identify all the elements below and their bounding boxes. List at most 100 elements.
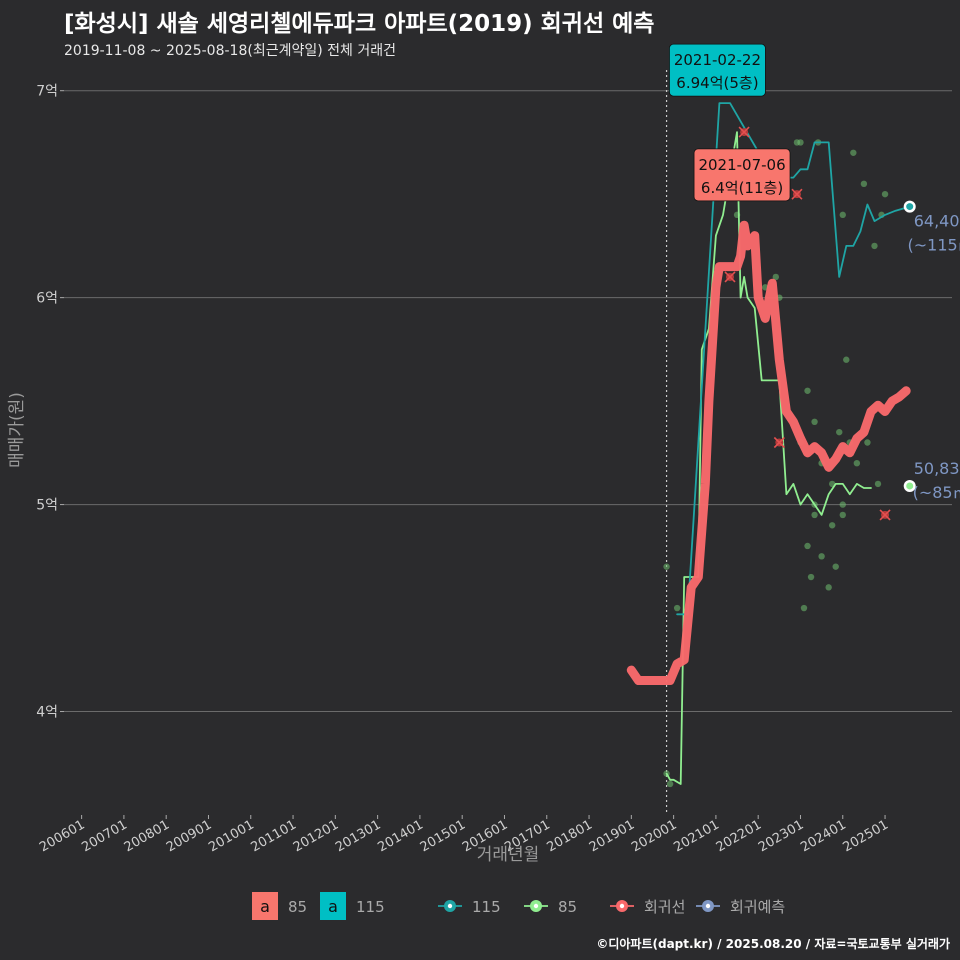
legend-label: 115: [472, 898, 501, 916]
scatter-point: [850, 149, 857, 156]
callout-115: 2021-02-22 6.94억(5층): [669, 43, 766, 97]
y-tick-label: 5억: [36, 498, 58, 514]
x-axis: 2006012007012008012009012010012011012012…: [37, 815, 891, 855]
cross-mark-x: [791, 188, 803, 200]
chart-subtitle: 2019-11-08 ~ 2025-08-18(최근계약일) 전체 거래건: [64, 43, 396, 59]
scatter-point: [836, 428, 843, 436]
x-tick-label: 201401: [375, 817, 425, 855]
x-tick-label: 201101: [249, 817, 299, 855]
y-tick-label: 4억: [36, 705, 58, 721]
forecast-point-core: [906, 203, 914, 211]
x-tick-label: 202301: [756, 817, 806, 855]
scatter-point: [811, 418, 818, 426]
scatter-point: [818, 553, 825, 560]
callout-date: 2021-02-22: [674, 51, 761, 69]
regression-line: [626, 220, 911, 685]
scatter-point: [832, 563, 839, 570]
y-tick-label: 6억: [36, 291, 58, 307]
x-tick-label: 202401: [798, 817, 848, 855]
y-axis: 4억 5억 6억 7억: [36, 84, 64, 721]
callout-date: 2021-07-06: [698, 156, 785, 174]
x-tick-label: 201001: [206, 817, 256, 855]
scatter-point: [839, 511, 846, 519]
legend-key-letter: a: [260, 897, 270, 916]
cross-marks: [724, 126, 891, 521]
legend: a 85 a 115 115 85 회귀선 회귀예측: [252, 892, 785, 920]
scatter-point: [663, 563, 670, 570]
scatter-point: [804, 387, 811, 394]
cross-mark: [724, 271, 736, 283]
callout-box: [693, 148, 791, 202]
legend-label: 115: [356, 898, 385, 916]
forecast-labels: 64,400 (~115㎡) 50,833 (~85㎡): [903, 200, 960, 502]
x-tick-label: 200801: [122, 817, 172, 855]
callout-price: 6.94억(5층): [676, 74, 758, 92]
legend-key-letter: a: [328, 897, 338, 916]
y-axis-label: 매매가(원): [7, 392, 27, 468]
forecast-value: 50,833: [914, 459, 960, 478]
cross-mark-x: [773, 436, 785, 449]
x-tick-label: 201901: [587, 817, 637, 855]
cross-mark: [773, 436, 785, 449]
chart-title: [화성시] 새솔 세영리첼에듀파크 아파트(2019) 회귀선 예측: [64, 11, 655, 37]
scatter-point: [860, 180, 868, 188]
callout-box: [669, 43, 766, 97]
x-tick-label: 201501: [418, 817, 468, 855]
callouts: 2021-02-22 6.94억(5층) 2021-07-06 6.4억(11층): [669, 43, 791, 202]
callout-85: 2021-07-06 6.4억(11층): [693, 148, 791, 202]
forecast-point-core: [906, 482, 914, 490]
x-axis-label: 거래년월: [477, 845, 540, 865]
scatter-point: [853, 459, 861, 467]
scatter-point: [807, 573, 815, 581]
scatter-point: [839, 501, 846, 508]
callout-price: 6.4억(11층): [701, 179, 783, 197]
series-line-115: [676, 102, 911, 616]
scatter-point: [874, 480, 882, 488]
scatter-point: [871, 242, 878, 250]
scatter-point: [828, 522, 836, 529]
series-lines: [626, 102, 911, 785]
scatter-point: [825, 584, 832, 591]
grid: [64, 70, 952, 815]
cross-mark: [791, 188, 803, 200]
x-tick-label: 202501: [841, 817, 891, 855]
scatter-point: [839, 211, 846, 219]
footer-credit: ©디아파트(dapt.kr) / 2025.08.20 / 자료=국토교통부 실…: [596, 937, 950, 951]
y-tick-label: 7억: [36, 84, 58, 100]
legend-key-box: [320, 892, 346, 920]
legend-dot-core: [447, 903, 453, 909]
scatter-point: [804, 542, 811, 550]
legend-dot-core: [705, 903, 711, 909]
x-tick-label: 200901: [164, 817, 214, 855]
legend-label: 회귀선: [644, 898, 685, 916]
scatter-point: [881, 190, 889, 198]
scatter-point: [800, 604, 808, 612]
legend-label: 85: [288, 898, 307, 916]
forecast-area: (~85㎡): [913, 483, 960, 502]
scatter-point: [666, 780, 674, 788]
cross-mark-x: [879, 509, 891, 521]
legend-dot-core: [619, 903, 625, 909]
scatter-point: [864, 439, 871, 446]
scatter-point: [793, 139, 801, 146]
cross-mark-x: [724, 271, 736, 283]
scatter-point: [673, 604, 681, 612]
x-tick-label: 201301: [333, 817, 383, 855]
x-tick-label: 202001: [629, 817, 679, 855]
cross-mark: [879, 509, 891, 521]
scatter-point: [843, 356, 850, 363]
x-tick-label: 201201: [291, 817, 341, 855]
legend-dot-core: [533, 903, 539, 909]
scatter-point: [772, 273, 780, 281]
scatter-point: [811, 511, 818, 519]
forecast-value: 64,400: [914, 212, 960, 231]
x-tick-label: 202201: [714, 817, 764, 855]
legend-label: 회귀예측: [730, 898, 785, 916]
cross-mark-x: [738, 126, 750, 138]
x-tick-label: 200601: [37, 817, 87, 855]
x-tick-label: 200701: [79, 817, 129, 855]
legend-label: 85: [558, 898, 577, 916]
legend-key-box: [252, 892, 278, 920]
x-tick-label: 201801: [545, 817, 595, 855]
